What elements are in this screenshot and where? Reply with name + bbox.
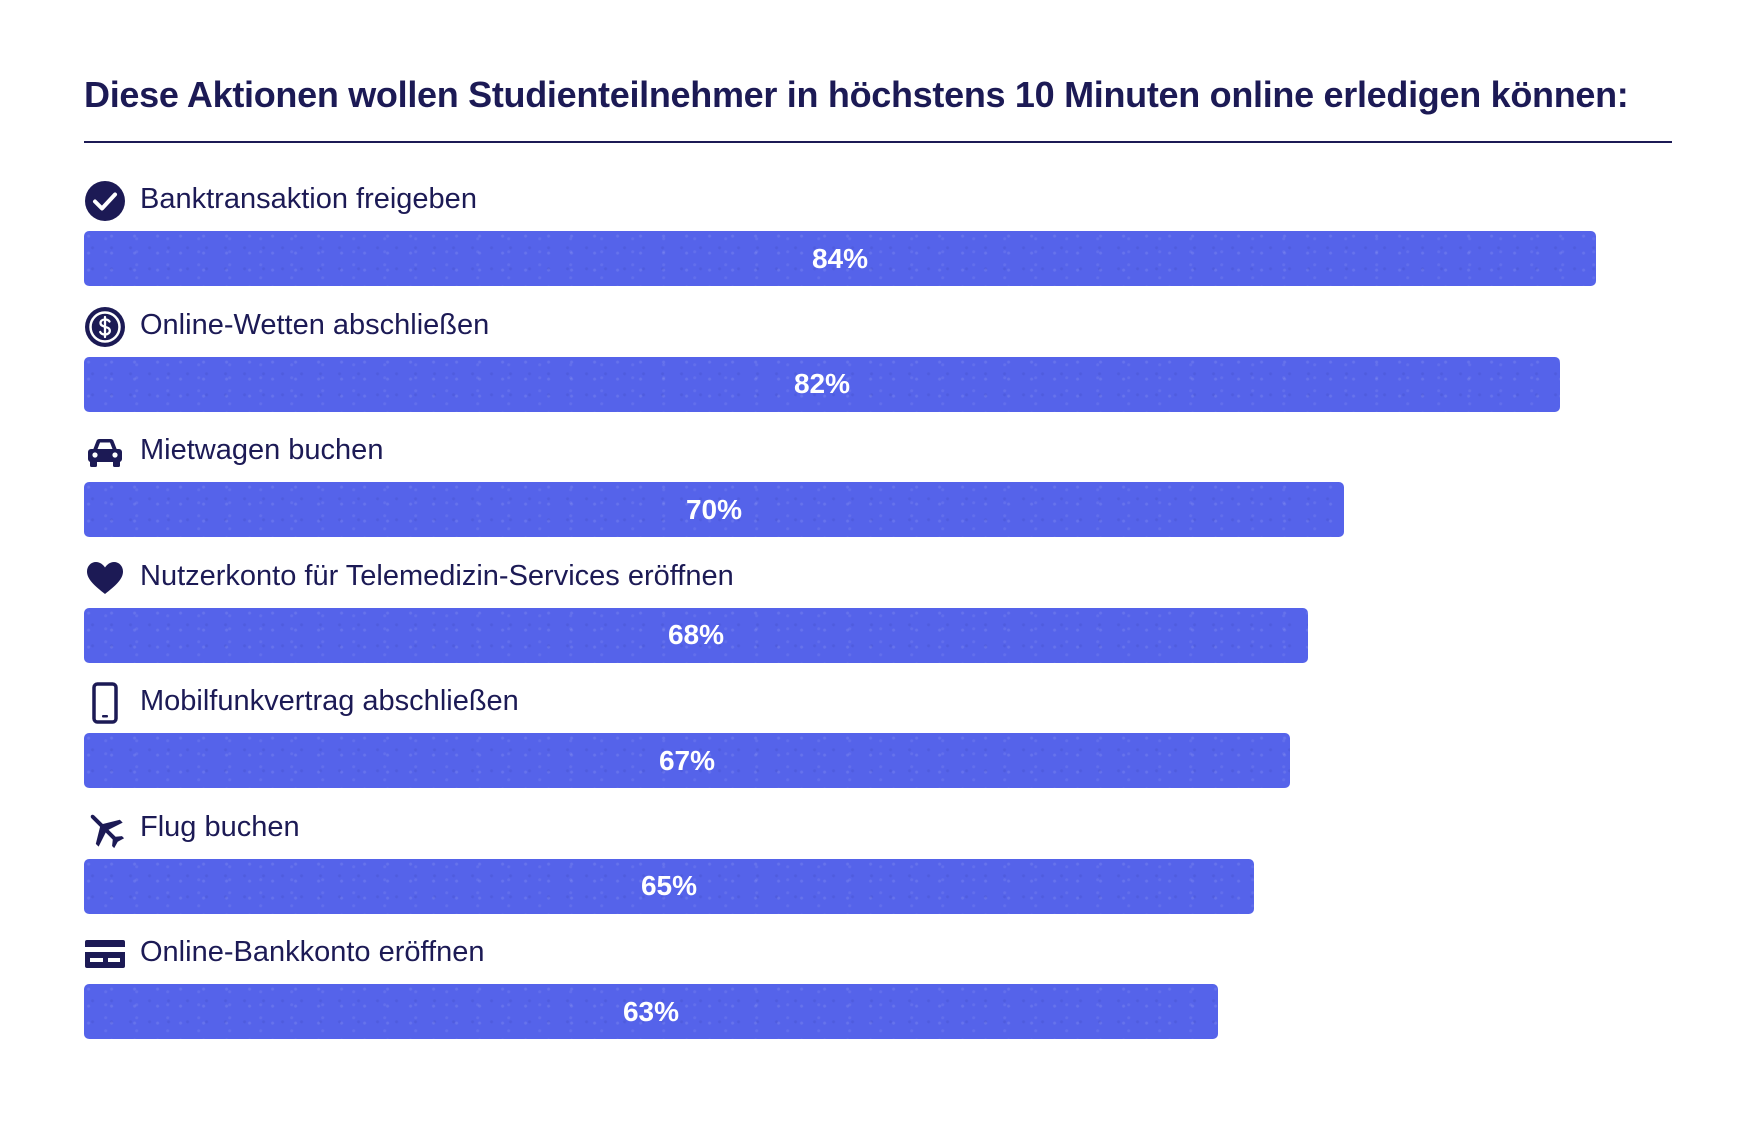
bar-flug: 65% [84, 858, 1254, 914]
value-label: 67% [658, 744, 716, 776]
bar-row: Mietwagen buchen 70% [84, 431, 1684, 555]
check-circle-icon [84, 180, 126, 222]
value-label: 84% [811, 242, 869, 274]
bar-mobilfunkvertrag: 67% [84, 733, 1290, 788]
value-label: 65% [640, 870, 698, 901]
bar-online-bankkonto: 63% [84, 984, 1218, 1039]
bar-row: Nutzerkonto für Telemedizin-Services erö… [84, 557, 1684, 681]
title-divider [84, 141, 1672, 143]
value-label: 70% [685, 493, 743, 525]
bar-row: Online-Bankkonto eröffnen 63% [84, 933, 1684, 1057]
dollar-coin-icon [84, 306, 126, 348]
bar-row: Online-Wetten abschließen 82% [84, 306, 1684, 430]
bar-row: Banktransaktion freigeben 84% [84, 180, 1684, 304]
category-label: Mobilfunkvertrag abschließen [140, 685, 519, 717]
credit-card-icon [84, 933, 126, 975]
airplane-icon [84, 808, 126, 850]
value-label: 82% [793, 368, 851, 399]
category-label: Online-Wetten abschließen [140, 308, 490, 341]
bar-banktransaktion: 84% [84, 231, 1596, 286]
value-label: 68% [667, 619, 725, 650]
heart-icon [84, 557, 126, 599]
category-label: Nutzerkonto für Telemedizin-Services erö… [140, 559, 734, 592]
chart-title: Diese Aktionen wollen Studienteilnehmer … [84, 74, 1629, 115]
car-icon [84, 431, 126, 473]
category-label: Online-Bankkonto eröffnen [140, 936, 485, 968]
value-label: 63% [622, 995, 680, 1027]
category-label: Mietwagen buchen [140, 434, 384, 466]
bar-row: Mobilfunkvertrag abschließen 67% [84, 682, 1684, 806]
bar-row: Flug buchen 65% [84, 808, 1684, 932]
category-label: Flug buchen [140, 810, 300, 843]
bar-mietwagen: 70% [84, 482, 1344, 537]
bar-online-wetten: 82% [84, 356, 1560, 412]
category-label: Banktransaktion freigeben [140, 183, 477, 215]
bar-telemedizin: 68% [84, 607, 1308, 663]
smartphone-icon [84, 682, 126, 724]
